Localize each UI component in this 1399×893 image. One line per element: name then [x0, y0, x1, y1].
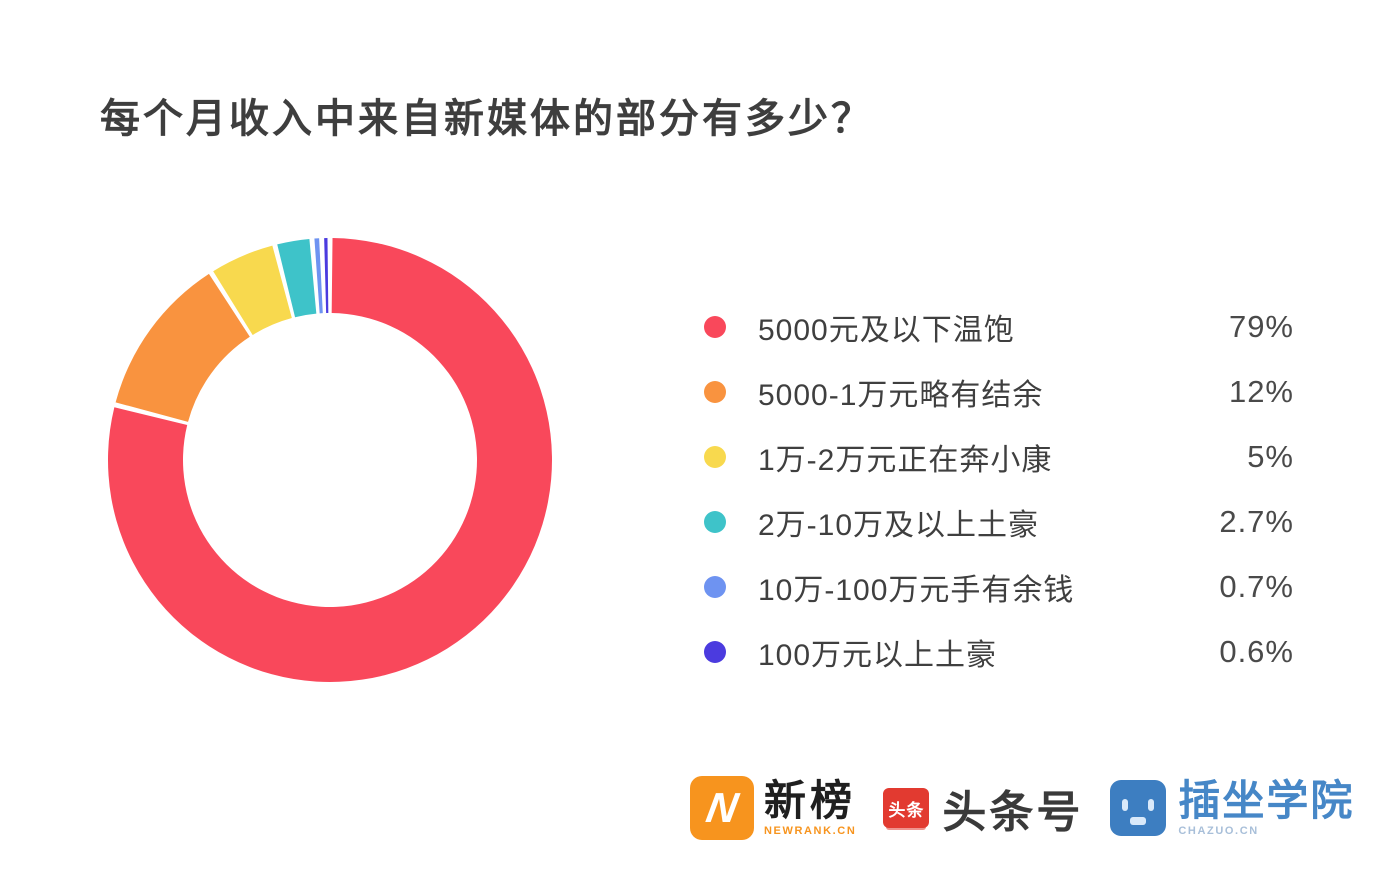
donut-segment-3 [213, 245, 292, 335]
legend-color-dot [704, 510, 726, 533]
legend-item: 5000-1万元略有结余 12% [704, 359, 1294, 424]
legend-value: 0.7% [1219, 568, 1294, 604]
legend-value: 12% [1228, 373, 1294, 409]
legend-value: 79% [1228, 308, 1294, 344]
page-title: 每个月收入中来自新媒体的部分有多少？ [100, 97, 874, 141]
chazuo-face-right-eye [1148, 799, 1155, 811]
legend-label: 100万元以上土豪 [758, 638, 998, 672]
legend-color-dot [704, 445, 726, 468]
toutiao-logo-text: 头条 [888, 800, 925, 820]
legend-value: 2.7% [1219, 503, 1294, 539]
newrank-brand-url: NEWRANK.CN [764, 825, 857, 838]
legend-value: 5% [1247, 438, 1294, 474]
brand-toutiao: 头条 头条号 [883, 776, 1083, 840]
chazuo-face-left-eye [1122, 799, 1129, 811]
legend-label: 10万-100万元手有余钱 [758, 573, 1075, 607]
donut-segment-2 [115, 273, 250, 422]
donut-segment-5 [314, 238, 323, 314]
legend-item: 100万元以上土豪 0.6% [704, 619, 1294, 684]
legend-color-dot [704, 315, 726, 338]
donut-segment-1 [107, 238, 552, 682]
newrank-logo-letter: N [702, 784, 742, 831]
footer-brands: N 新榜 NEWRANK.CN 头条 头条号 插坐学院 CHAZUO.CN [690, 770, 1354, 846]
toutiao-brand-name: 头条号 [942, 788, 1084, 837]
legend-color-dot [704, 575, 726, 598]
toutiao-logo-icon: 头条 [883, 788, 930, 828]
legend-color-dot [704, 380, 726, 403]
legend-value: 0.6% [1219, 633, 1294, 669]
donut-segment-4 [277, 238, 317, 318]
brand-newrank: N 新榜 NEWRANK.CN [690, 776, 856, 840]
chart-legend: 5000元及以下温饱 79% 5000-1万元略有结余 12% 1万-2万元正在奔小康 5… [704, 294, 1294, 684]
chazuo-brand-name: 插坐学院 [1178, 776, 1355, 824]
newrank-brand-name: 新榜 [764, 776, 857, 824]
legend-item: 10万-100万元手有余钱 0.7% [704, 554, 1294, 619]
legend-item: 2万-10万及以上土豪 2.7% [704, 489, 1294, 554]
legend-label: 1万-2万元正在奔小康 [758, 443, 1053, 477]
chazuo-face-mouth [1130, 817, 1147, 825]
newrank-logo-icon: N [690, 776, 754, 840]
legend-label: 5000-1万元略有结余 [758, 378, 1044, 412]
legend-item: 5000元及以下温饱 79% [704, 294, 1294, 359]
donut-segment-6 [324, 238, 329, 314]
legend-color-dot [704, 640, 726, 663]
legend-item: 1万-2万元正在奔小康 5% [704, 424, 1294, 489]
chazuo-logo-icon [1110, 780, 1167, 836]
chazuo-brand-url: CHAZUO.CN [1178, 825, 1259, 838]
legend-label: 2万-10万及以上土豪 [758, 508, 1040, 542]
donut-chart [107, 238, 552, 682]
legend-label: 5000元及以下温饱 [758, 313, 1015, 347]
brand-chazuo: 插坐学院 CHAZUO.CN [1110, 776, 1355, 838]
